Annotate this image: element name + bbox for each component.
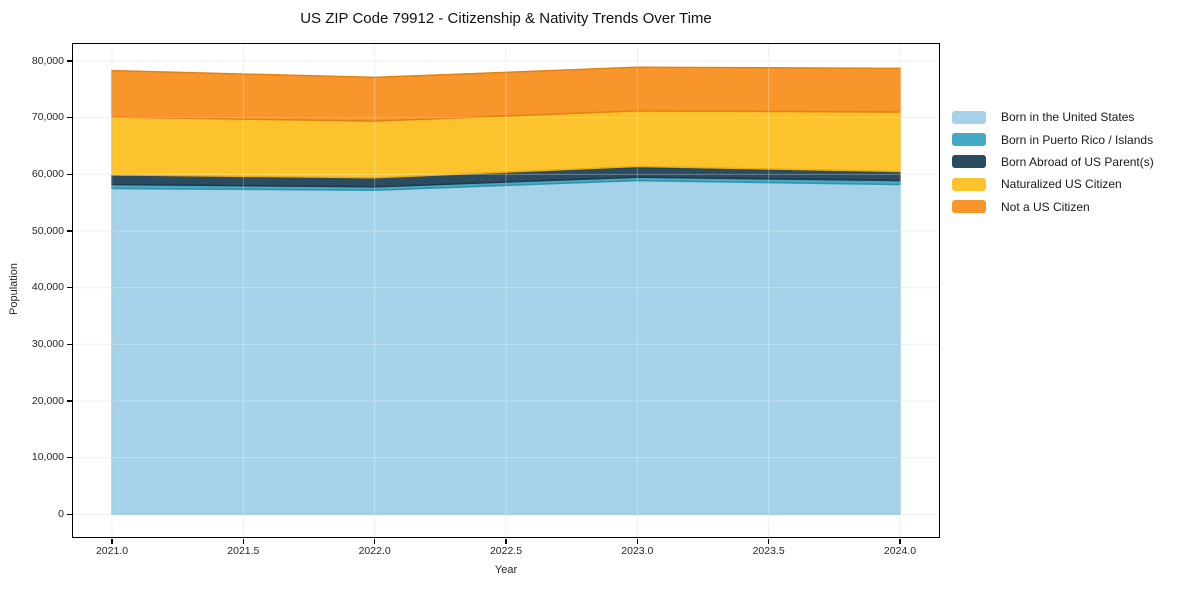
x-tick-mark — [768, 538, 770, 544]
x-tick-label: 2022.0 — [358, 545, 391, 557]
legend-item-naturalized-us-citizen: Naturalized US Citizen — [952, 173, 1154, 195]
x-tick-mark — [111, 538, 113, 544]
legend-label: Born in the United States — [1001, 110, 1135, 125]
legend-swatch — [952, 133, 986, 147]
x-tick-label: 2023.5 — [752, 545, 785, 557]
legend-swatch — [952, 177, 986, 191]
legend-label: Not a US Citizen — [1001, 199, 1090, 214]
legend-label: Naturalized US Citizen — [1001, 177, 1122, 192]
legend-label: Born Abroad of US Parent(s) — [1001, 154, 1154, 169]
y-tick-label: 70,000 — [31, 111, 64, 124]
legend-item-not-a-us-citizen: Not a US Citizen — [952, 196, 1154, 218]
legend: Born in the United States Born in Puerto … — [952, 106, 1154, 218]
legend-item-born-in-puerto-rico-islands: Born in Puerto Rico / Islands — [952, 128, 1154, 150]
x-tick-label: 2024.0 — [883, 545, 917, 557]
y-tick-label: 60,000 — [31, 167, 64, 180]
x-tick-mark — [242, 538, 244, 544]
chart-title: US ZIP Code 79912 - Citizenship & Nativi… — [300, 10, 712, 27]
legend-label: Born in Puerto Rico / Islands — [1001, 132, 1154, 147]
y-tick-label: 50,000 — [31, 224, 64, 237]
x-tick-label: 2022.5 — [489, 545, 523, 557]
plot-area — [71, 42, 940, 538]
y-tick-label: 20,000 — [31, 394, 64, 407]
legend-swatch — [952, 110, 986, 124]
legend-item-born-in-the-united-states: Born in the United States — [952, 106, 1154, 128]
x-tick-mark — [374, 538, 376, 544]
x-tick-mark — [899, 538, 901, 544]
y-tick-label: 0 — [58, 507, 64, 520]
area-not-a-us-citizen — [110, 65, 901, 122]
y-tick-label: 10,000 — [31, 451, 64, 464]
x-axis-label: Year — [494, 564, 518, 576]
y-tick-label: 80,000 — [31, 54, 64, 67]
x-tick-label: 2021.5 — [227, 545, 260, 557]
stacked-area-chart — [72, 43, 939, 537]
x-tick-mark — [505, 538, 507, 544]
x-tick-label: 2023.0 — [621, 545, 654, 557]
legend-swatch — [952, 155, 986, 169]
x-tick-label: 2021.0 — [95, 545, 129, 557]
legend-swatch — [952, 200, 986, 214]
y-tick-label: 30,000 — [31, 337, 64, 350]
legend-item-born-abroad-of-us-parent-s: Born Abroad of US Parent(s) — [952, 151, 1154, 173]
x-tick-mark — [636, 538, 638, 544]
y-axis-label: Population — [8, 263, 20, 315]
